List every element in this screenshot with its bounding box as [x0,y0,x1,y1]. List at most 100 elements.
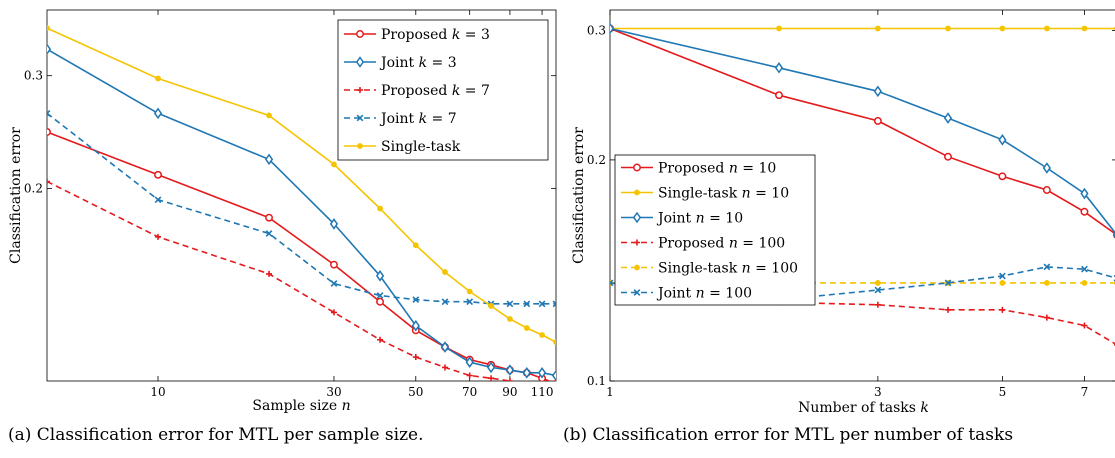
data-point [153,107,163,120]
data-point [1081,322,1088,329]
data-point [873,116,882,125]
x-axis-label: Sample size n [252,398,350,414]
data-point [874,286,882,294]
legend-marker [634,264,640,271]
legend-marker [357,143,363,149]
y-tick-label: 0.3 [24,69,43,83]
data-point [442,269,448,275]
data-point [874,25,881,32]
series-1 [47,128,556,381]
series-5 [47,25,556,346]
data-point [945,25,951,32]
data-point [1081,280,1088,286]
legend-item: Joint k = 3 [344,55,457,71]
data-point [874,301,881,308]
legend: Proposed n = 10 Single-task n = 10 Joint n… [614,154,816,306]
legend-marker [634,189,640,196]
data-point [412,296,420,304]
plot-series-group [47,25,556,381]
data-point [330,280,338,287]
legend-label: Joint k = 7 [379,111,457,127]
legend-label: Joint k = 3 [379,55,457,71]
series-4 [47,109,556,308]
data-point [265,213,273,222]
legend-marker [356,114,364,122]
data-point [539,332,545,338]
data-point [47,128,51,136]
data-point [873,85,882,98]
x-tick-label: 3 [874,385,882,399]
data-point [266,270,273,277]
data-point [1080,187,1089,200]
legend-label: Proposed k = 3 [381,27,490,43]
data-point [523,300,531,308]
data-point [505,364,515,376]
data-point [465,356,474,368]
x-tick-label: 90 [502,385,517,399]
data-point [375,270,385,282]
data-point [776,25,782,32]
data-point [1042,186,1051,194]
x-axis-label: Number of tasks k [798,400,929,416]
y-tick-label: 0.2 [587,153,606,167]
data-point [1043,280,1050,286]
legend-marker [634,239,640,246]
legend-marker [632,211,642,224]
series-line [610,282,1115,345]
data-point [47,25,50,32]
y-axis-label: Classification error [571,127,587,264]
y-axis-label: Classification error [8,127,24,264]
data-point [411,319,420,332]
caption-a: (a) Classification error for MTL per sam… [8,425,424,445]
data-point [376,292,384,299]
series-line [610,266,1115,301]
data-point [466,372,473,379]
legend-label: Proposed k = 7 [381,83,490,99]
legend-frame [614,154,816,306]
data-point [47,43,52,56]
data-point [944,279,952,287]
legend-item: Single-task n = 10 [621,186,789,202]
legend-label: Single-task n = 100 [658,261,798,277]
data-point [610,22,615,35]
data-point [155,233,162,240]
legend-item: Proposed k = 7 [344,83,490,99]
legend: Proposed k = 3 Joint k = 3 Proposed k = 7 J… [337,19,549,161]
series-3 [47,178,528,381]
y-tick-label: 0.3 [587,24,606,38]
data-point [551,369,556,381]
data-point [1043,314,1050,321]
series-2 [47,43,556,381]
data-point [412,354,419,361]
data-point [466,288,473,295]
data-point [552,300,556,308]
data-point [47,109,51,117]
x-tick-label: 30 [326,385,341,399]
legend-label: Single-task n = 10 [658,186,789,202]
data-point [47,178,50,185]
legend-frame [337,19,549,161]
legend-item: Joint k = 7 [344,111,457,127]
legend-item: Joint n = 10 [621,211,743,227]
data-point [523,325,530,331]
legend-marker [355,56,365,68]
data-point [775,91,783,100]
data-point [999,306,1006,313]
data-point [377,205,383,212]
x-tick-label: 5 [999,385,1007,399]
data-point [553,379,556,381]
data-point [553,339,556,346]
data-point [999,25,1006,32]
data-point [538,300,546,308]
x-tick-label: 1 [606,385,614,399]
data-point [506,378,513,381]
panel-a: 10 30 50 70 90 110 0.2 0.3 Sample size n Classifi… [8,9,557,414]
legend-label: Joint n = 100 [656,286,752,302]
legend-item: Joint n = 100 [621,286,752,302]
series-line [47,131,552,381]
data-point [330,309,337,316]
data-point [998,172,1007,181]
data-point [154,170,162,179]
data-point [486,361,496,374]
